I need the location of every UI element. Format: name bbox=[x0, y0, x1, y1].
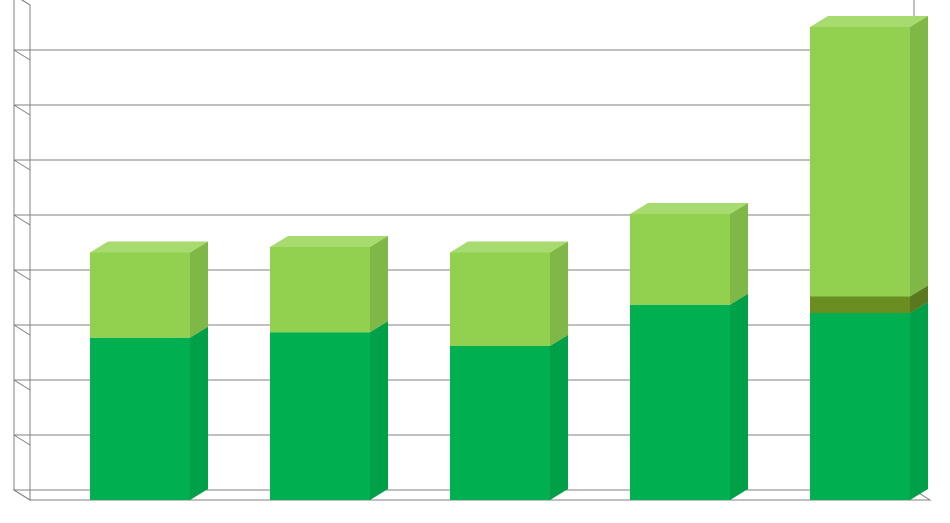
chart-container bbox=[0, 0, 950, 523]
left-wall bbox=[14, 0, 30, 500]
bar-4-top bbox=[810, 16, 928, 27]
bar-0-bottom-side bbox=[190, 327, 208, 500]
bar-1-bottom-front bbox=[270, 332, 370, 500]
bar-3-top bbox=[630, 203, 748, 214]
bar-3-bottom-side bbox=[730, 294, 748, 500]
bar-1-top bbox=[270, 236, 388, 247]
bar-2-top bbox=[450, 242, 568, 253]
bar-1 bbox=[270, 236, 388, 500]
bar-3-upper-side bbox=[730, 203, 748, 305]
bar-3 bbox=[630, 203, 748, 500]
bar-2-bottom-front bbox=[450, 346, 550, 500]
bar-1-upper-side bbox=[370, 236, 388, 332]
bar-0-upper-side bbox=[190, 242, 208, 338]
bar-2-upper-side bbox=[550, 242, 568, 347]
bar-3-bottom-front bbox=[630, 305, 730, 500]
bar-3-upper-front bbox=[630, 214, 730, 305]
bar-4-bottom-side bbox=[910, 302, 928, 500]
bar-2-upper-front bbox=[450, 253, 550, 347]
stacked-bar-chart bbox=[0, 0, 950, 523]
bar-2 bbox=[450, 242, 568, 501]
bar-2-bottom-side bbox=[550, 335, 568, 500]
bar-4-upper-side bbox=[910, 16, 928, 297]
bar-0-bottom-front bbox=[90, 338, 190, 500]
bar-1-upper-front bbox=[270, 247, 370, 332]
bar-4-upper-front bbox=[810, 27, 910, 297]
bar-4-bottom-front bbox=[810, 313, 910, 500]
bar-1-bottom-side bbox=[370, 321, 388, 500]
bar-4 bbox=[810, 16, 928, 500]
bar-0 bbox=[90, 242, 208, 501]
bar-0-top bbox=[90, 242, 208, 253]
bar-4-middle-front bbox=[810, 297, 910, 314]
bar-0-upper-front bbox=[90, 253, 190, 338]
